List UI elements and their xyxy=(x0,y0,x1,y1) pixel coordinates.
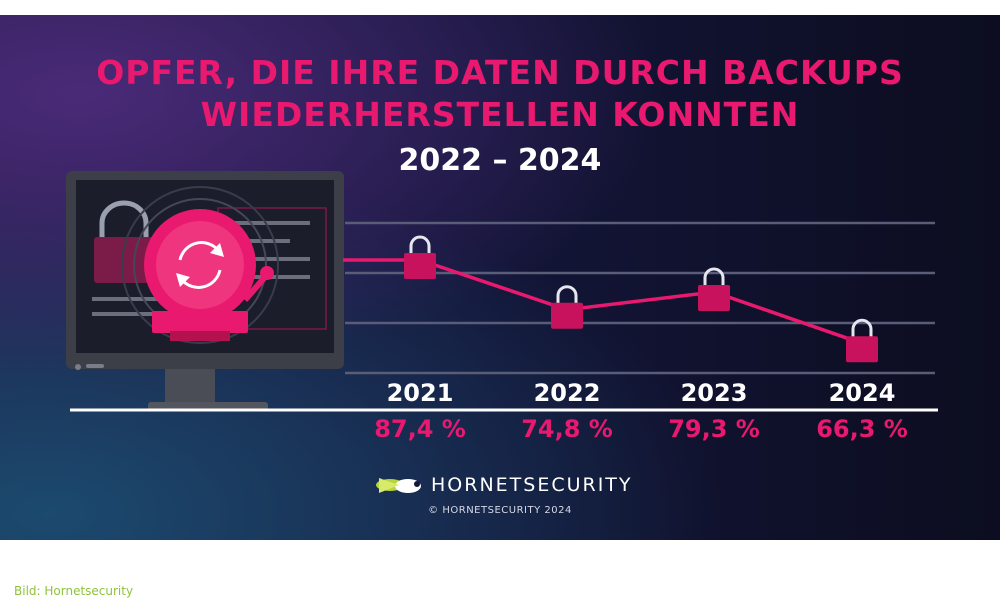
padlock-icon xyxy=(698,267,730,311)
refresh-icon xyxy=(180,269,222,289)
screen-lock-body xyxy=(94,237,154,283)
screen-line xyxy=(92,297,202,301)
x-tick-label: 2024 xyxy=(828,379,896,407)
data-label: 74,8 % xyxy=(521,415,613,443)
brand-logo: HORNETSECURITY xyxy=(375,473,633,497)
title-line-1: OPFER, DIE IHRE DATEN DURCH BACKUPS xyxy=(96,53,904,92)
data-label: 66,3 % xyxy=(816,415,908,443)
alarm-bell-face xyxy=(156,221,244,309)
padlock-markers xyxy=(404,235,878,363)
refresh-arrow-icon xyxy=(210,243,224,257)
grid-lines xyxy=(345,221,935,375)
subtitle: 2022 – 2024 xyxy=(398,143,602,178)
monitor-power-led xyxy=(75,364,81,370)
screen-line xyxy=(230,221,310,225)
alarm-bell-foot xyxy=(170,331,230,341)
padlock-shackle xyxy=(851,318,873,342)
screen-line xyxy=(230,239,290,243)
alarm-knob xyxy=(260,266,274,280)
refresh-arrow-icon xyxy=(176,273,190,287)
chart-canvas xyxy=(66,171,938,412)
padlock-shackle xyxy=(556,285,578,308)
padlock-body xyxy=(551,302,583,329)
screen-line xyxy=(250,257,310,261)
monitor-illustration xyxy=(66,171,344,411)
copyright-text: © HORNETSECURITY 2024 xyxy=(428,505,572,516)
padlock-shackle xyxy=(703,267,725,290)
brand-name: HORNETSECURITY xyxy=(431,474,633,496)
screen-line xyxy=(92,312,172,316)
monitor-slot xyxy=(86,364,104,368)
x-tick-label: 2022 xyxy=(533,379,601,407)
data-label: 79,3 % xyxy=(668,415,760,443)
x-tick-label: 2021 xyxy=(386,379,454,407)
image-caption: Bild: Hornetsecurity xyxy=(14,584,134,598)
hornet-logo-icon xyxy=(376,478,421,493)
alarm-ring xyxy=(121,186,279,344)
data-label: 87,4 % xyxy=(374,415,466,443)
padlock-icon xyxy=(551,285,583,329)
padlock-icon xyxy=(404,235,436,279)
x-tick-label: 2023 xyxy=(680,379,748,407)
screen-lock-shackle xyxy=(99,200,149,237)
padlock-shackle xyxy=(409,235,431,258)
alarm-arm xyxy=(242,275,268,302)
padlock-body xyxy=(404,253,436,279)
padlock-body xyxy=(698,284,730,311)
padlock-body xyxy=(846,336,878,363)
padlock-icon xyxy=(846,318,878,363)
infographic-banner: OPFER, DIE IHRE DATEN DURCH BACKUPS WIED… xyxy=(0,15,1000,540)
title-line-2: WIEDERHERSTELLEN KONNTEN xyxy=(200,95,800,134)
alarm-bell-base xyxy=(152,311,248,333)
refresh-icon xyxy=(178,241,220,261)
